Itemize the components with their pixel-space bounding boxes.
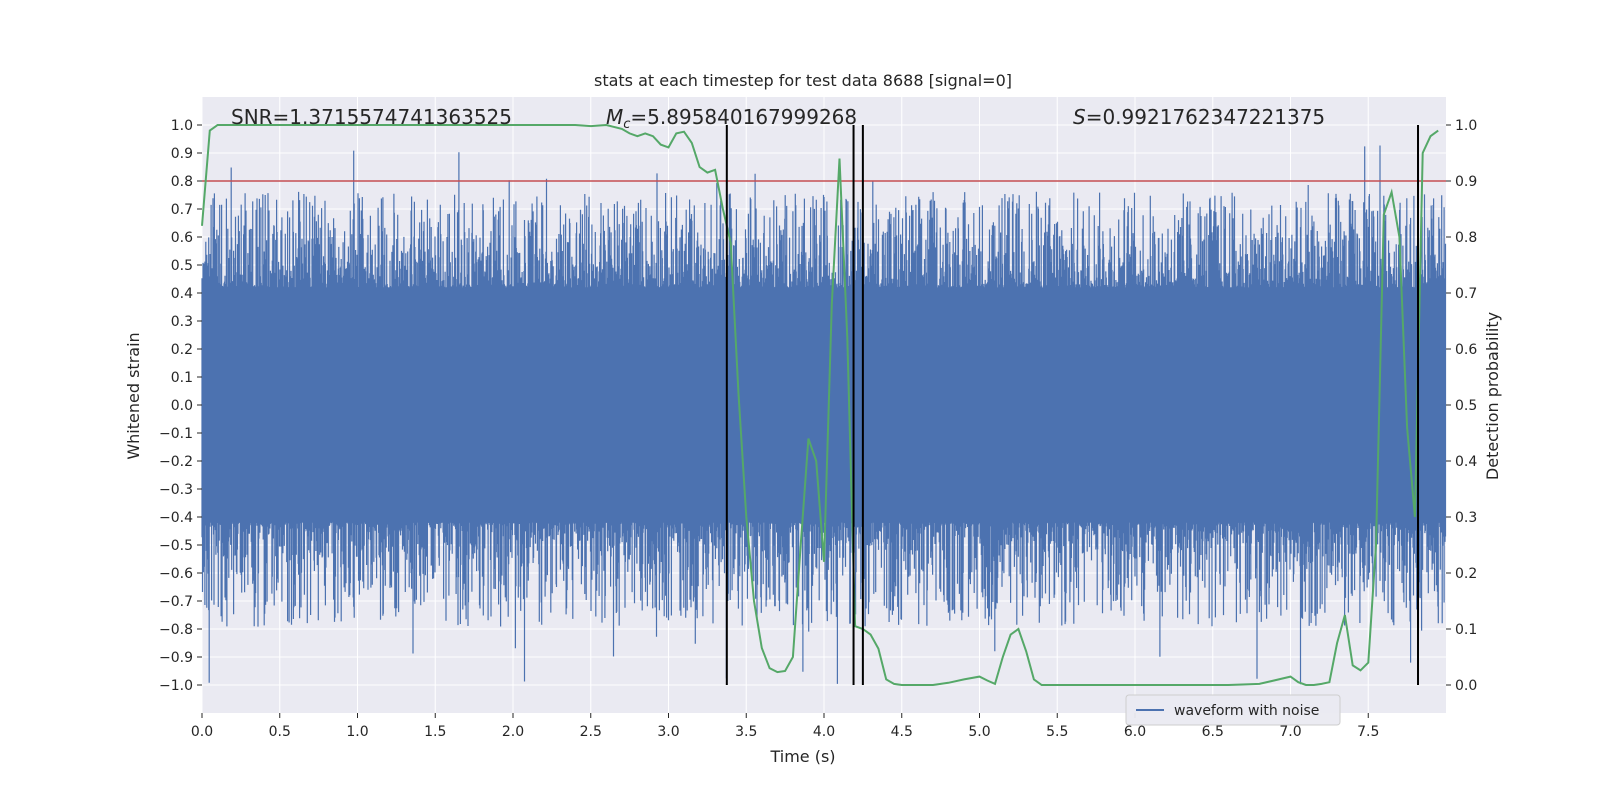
x-tick-label-1: 0.5	[269, 724, 291, 740]
chart-title: stats at each timestep for test data 868…	[594, 71, 1012, 90]
x-tick-label-4: 2.0	[502, 724, 524, 740]
x-tick-label-3: 1.5	[424, 724, 446, 740]
y-right-tick-label-8: 0.2	[1455, 566, 1477, 582]
y-left-tick-label-12: −0.2	[159, 454, 193, 470]
y-right-tick-label-1: 0.9	[1455, 174, 1477, 190]
y-right-tick-label-10: 0.0	[1455, 678, 1477, 694]
y-left-tick-label-1: 0.9	[171, 146, 193, 162]
waveform-with-noise	[201, 145, 1447, 685]
x-tick-label-11: 5.5	[1046, 724, 1068, 740]
chirp-mass-symbol: M	[606, 105, 623, 129]
waveform-layer	[201, 145, 1447, 685]
y-right-tick-label-4: 0.6	[1455, 342, 1477, 358]
y-left-tick-label-13: −0.3	[159, 482, 193, 498]
x-tick-label-13: 6.5	[1202, 724, 1224, 740]
y-left-tick-label-6: 0.4	[171, 286, 193, 302]
probability-layer	[201, 123, 1446, 686]
x-tick-label-6: 3.0	[657, 724, 679, 740]
y-left-tick-label-5: 0.5	[171, 258, 193, 274]
y-axis-right: 1.0 0.9 0.8 0.7 0.6 0.5 0.4 0.3 0.2 0.1 0.0	[1446, 118, 1477, 694]
x-tick-label-14: 7.0	[1279, 724, 1301, 740]
x-axis-label: Time (s)	[769, 747, 835, 766]
x-tick-label-12: 6.0	[1124, 724, 1146, 740]
x-tick-label-2: 1.0	[346, 724, 368, 740]
score-symbol: S	[1073, 105, 1086, 129]
x-tick-label-5: 2.5	[580, 724, 602, 740]
chirp-mass-subscript: c	[623, 117, 630, 132]
y-left-tick-label-4: 0.6	[171, 230, 193, 246]
detection-probability-line	[201, 123, 1439, 686]
x-tick-label-8: 4.0	[813, 724, 835, 740]
x-tick-label-15: 7.5	[1357, 724, 1379, 740]
y-left-tick-label-7: 0.3	[171, 314, 193, 330]
y-left-tick-label-19: −0.9	[159, 650, 193, 666]
y-right-tick-label-3: 0.7	[1455, 286, 1477, 302]
vertical-lines	[725, 125, 1420, 685]
y-left-tick-label-10: 0.0	[171, 398, 193, 414]
y-left-tick-label-14: −0.4	[159, 510, 193, 526]
legend-label-waveform: waveform with noise	[1174, 703, 1319, 719]
y-left-tick-label-20: −1.0	[159, 678, 193, 694]
chirp-mass-value: =5.895840167999268	[630, 105, 857, 129]
legend-box	[1125, 694, 1341, 726]
chirp-mass-annotation: Mc=5.895840167999268	[606, 105, 857, 132]
y-left-tick-label-18: −0.8	[159, 622, 193, 638]
y-left-tick-label-0: 1.0	[171, 118, 193, 134]
x-tick-label-0: 0.0	[191, 724, 213, 740]
y-right-tick-label-5: 0.5	[1455, 398, 1477, 414]
y-right-tick-label-0: 1.0	[1455, 118, 1477, 134]
score-value: =0.9921762347221375	[1086, 105, 1325, 129]
y-left-tick-label-2: 0.8	[171, 174, 193, 190]
y-right-tick-label-9: 0.1	[1455, 622, 1477, 638]
y-left-tick-label-9: 0.1	[171, 370, 193, 386]
y-left-tick-label-3: 0.7	[171, 202, 193, 218]
y-axis-left-label: Whitened strain	[124, 332, 143, 459]
x-tick-label-9: 4.5	[891, 724, 913, 740]
legend: waveform with noise	[1125, 694, 1341, 726]
x-tick-label-7: 3.5	[735, 724, 757, 740]
y-left-tick-label-17: −0.7	[159, 594, 193, 610]
y-left-tick-label-8: 0.2	[171, 342, 193, 358]
y-right-tick-label-2: 0.8	[1455, 230, 1477, 246]
y-right-tick-label-6: 0.4	[1455, 454, 1477, 470]
x-axis: 0.0 0.5 1.0 1.5 2.0 2.5 3.0 3.5 4.0 4.5 5.0 5.5 6.0 6…	[191, 713, 1379, 740]
y-left-tick-label-15: −0.5	[159, 538, 193, 554]
y-axis-left: 1.0 0.9 0.8 0.7 0.6 0.5 0.4 0.3 0.2 0.1 0.0 −0.1 −0.…	[159, 118, 202, 694]
y-left-tick-label-16: −0.6	[159, 566, 193, 582]
y-right-tick-label-7: 0.3	[1455, 510, 1477, 526]
y-left-tick-label-11: −0.1	[159, 426, 193, 442]
y-axis-right-label: Detection probability	[1483, 312, 1502, 480]
x-tick-label-10: 5.0	[968, 724, 990, 740]
score-annotation: S=0.9921762347221375	[1073, 105, 1325, 129]
snr-annotation: SNR=1.3715574741363525	[231, 105, 512, 129]
